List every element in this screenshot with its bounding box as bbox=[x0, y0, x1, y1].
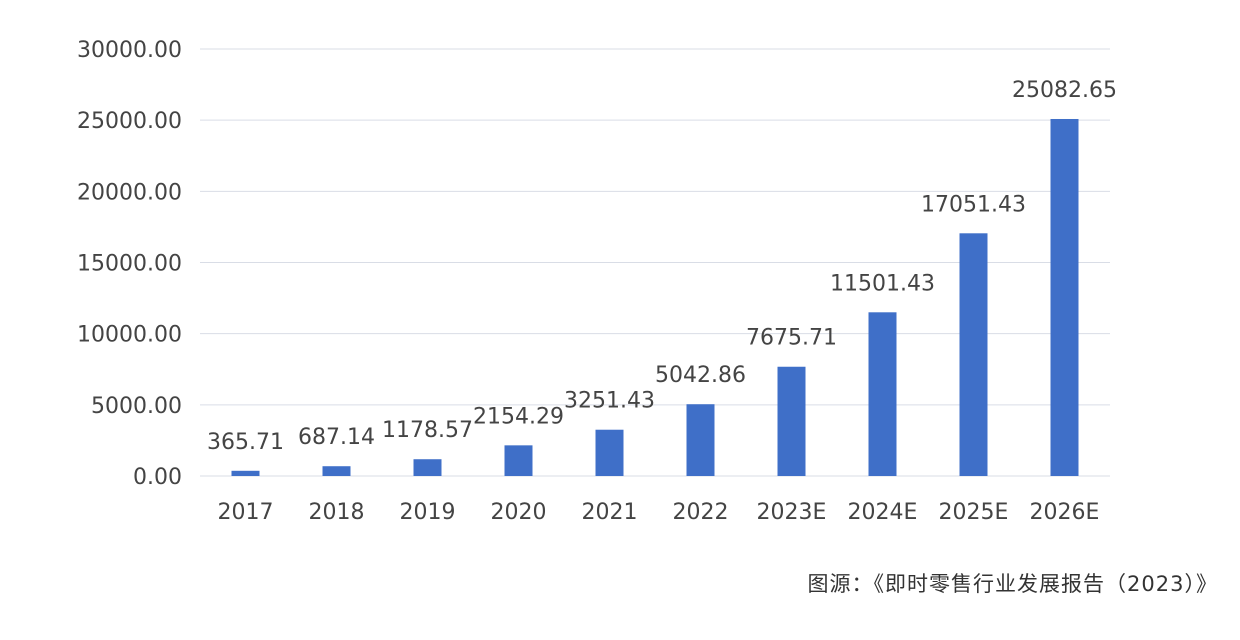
y-tick-label: 20000.00 bbox=[77, 180, 182, 205]
data-label: 1178.57 bbox=[382, 418, 473, 443]
bar bbox=[1050, 118, 1079, 476]
data-label: 3251.43 bbox=[564, 389, 655, 414]
x-tick-label: 2018 bbox=[309, 500, 365, 525]
bar bbox=[959, 233, 988, 476]
x-tick-label: 2024E bbox=[848, 500, 918, 525]
x-tick-label: 2025E bbox=[939, 500, 1009, 525]
y-tick-label: 15000.00 bbox=[77, 252, 182, 277]
y-tick-label: 5000.00 bbox=[91, 394, 182, 419]
bar bbox=[868, 312, 897, 476]
y-tick-label: 10000.00 bbox=[77, 323, 182, 348]
data-label: 11501.43 bbox=[830, 271, 935, 296]
bar bbox=[686, 404, 715, 476]
data-label: 7675.71 bbox=[746, 326, 837, 351]
data-label: 2154.29 bbox=[473, 404, 564, 429]
x-tick-label: 2023E bbox=[757, 500, 827, 525]
data-label: 5042.86 bbox=[655, 363, 746, 388]
x-tick-label: 2017 bbox=[218, 500, 274, 525]
bar bbox=[231, 470, 260, 476]
data-label: 25082.65 bbox=[1012, 78, 1117, 103]
bar bbox=[413, 459, 442, 476]
data-label: 365.71 bbox=[207, 430, 284, 455]
x-tick-label: 2021 bbox=[582, 500, 638, 525]
bar bbox=[777, 366, 806, 476]
y-tick-label: 0.00 bbox=[133, 465, 182, 490]
x-tick-label: 2022 bbox=[673, 500, 729, 525]
y-tick-label: 30000.00 bbox=[77, 38, 182, 63]
bar bbox=[595, 429, 624, 476]
source-caption: 图源：《即时零售行业发展报告（2023）》 bbox=[807, 572, 1218, 596]
x-tick-label: 2020 bbox=[491, 500, 547, 525]
x-tick-label: 2026E bbox=[1030, 500, 1100, 525]
y-tick-label: 25000.00 bbox=[77, 109, 182, 134]
bar bbox=[322, 466, 351, 476]
data-label: 17051.43 bbox=[921, 192, 1026, 217]
data-label: 687.14 bbox=[298, 425, 375, 450]
x-tick-label: 2019 bbox=[400, 500, 456, 525]
bar bbox=[504, 445, 533, 476]
